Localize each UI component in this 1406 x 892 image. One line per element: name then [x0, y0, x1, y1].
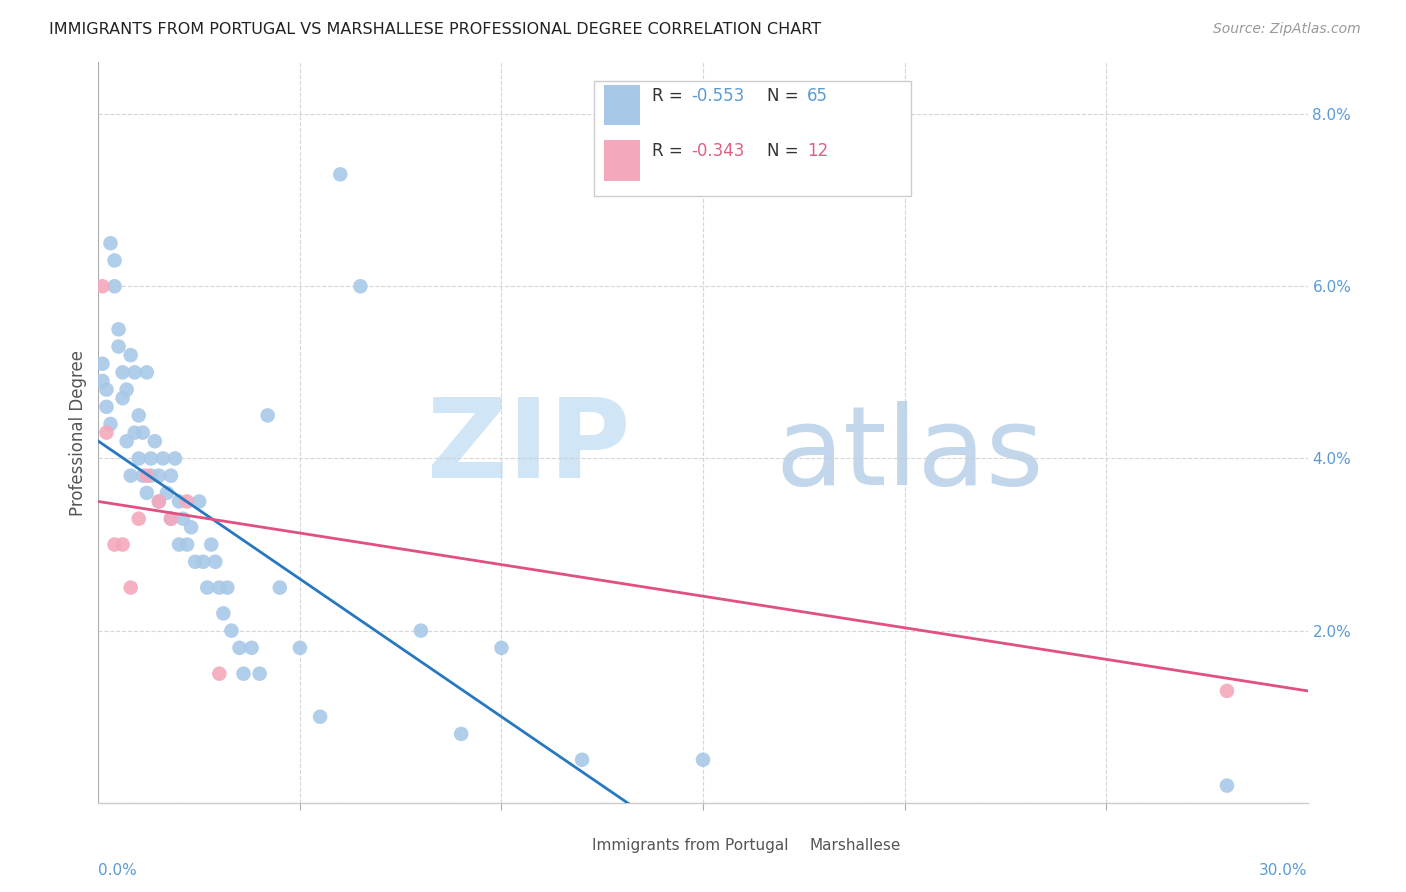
Point	[228, 640, 250, 655]
Point	[148, 494, 170, 508]
Text: 12: 12	[807, 143, 828, 161]
Point	[128, 512, 150, 526]
Point	[115, 434, 138, 449]
Point	[167, 494, 190, 508]
Point	[217, 581, 239, 595]
Point	[491, 640, 513, 655]
Point	[128, 451, 150, 466]
Point	[208, 581, 231, 595]
Point	[96, 425, 118, 440]
Point	[288, 640, 311, 655]
Point	[156, 486, 179, 500]
Point	[249, 666, 271, 681]
Point	[120, 348, 142, 362]
Point	[91, 357, 114, 371]
Point	[124, 365, 146, 379]
Point	[124, 425, 146, 440]
Point	[212, 607, 235, 621]
Point	[329, 167, 352, 181]
Text: -0.553: -0.553	[690, 87, 744, 104]
Point	[176, 494, 198, 508]
Point	[176, 537, 198, 551]
Point	[160, 512, 183, 526]
Point	[135, 365, 157, 379]
Point	[160, 512, 183, 526]
Point	[193, 555, 215, 569]
Point	[160, 468, 183, 483]
Point	[269, 581, 291, 595]
Point	[96, 400, 118, 414]
Point	[167, 537, 190, 551]
Text: 0.0%: 0.0%	[98, 863, 138, 878]
Point	[91, 374, 114, 388]
FancyBboxPatch shape	[603, 140, 640, 181]
Point	[135, 468, 157, 483]
Point	[139, 451, 162, 466]
Point	[135, 486, 157, 500]
Point	[139, 468, 162, 483]
Point	[103, 253, 125, 268]
Point	[195, 581, 218, 595]
Point	[172, 512, 194, 526]
Text: R =: R =	[652, 87, 688, 104]
Point	[256, 409, 278, 423]
Point	[571, 753, 593, 767]
Point	[163, 451, 186, 466]
Point	[96, 383, 118, 397]
Point	[132, 468, 155, 483]
Text: ZIP: ZIP	[427, 394, 630, 501]
Point	[148, 494, 170, 508]
Text: -0.343: -0.343	[690, 143, 744, 161]
Point	[132, 425, 155, 440]
Point	[309, 709, 332, 723]
Text: IMMIGRANTS FROM PORTUGAL VS MARSHALLESE PROFESSIONAL DEGREE CORRELATION CHART: IMMIGRANTS FROM PORTUGAL VS MARSHALLESE …	[49, 22, 821, 37]
Point	[240, 640, 263, 655]
Point	[208, 666, 231, 681]
Point	[692, 753, 714, 767]
Point	[200, 537, 222, 551]
Point	[111, 391, 134, 405]
Text: R =: R =	[652, 143, 688, 161]
Text: Immigrants from Portugal: Immigrants from Portugal	[592, 838, 789, 854]
Text: atlas: atlas	[776, 401, 1045, 508]
Point	[221, 624, 243, 638]
Point	[152, 451, 174, 466]
Point	[103, 279, 125, 293]
Point	[100, 236, 122, 251]
Point	[100, 417, 122, 431]
Point	[107, 322, 129, 336]
Point	[409, 624, 432, 638]
Point	[188, 494, 211, 508]
Text: N =: N =	[768, 143, 804, 161]
Text: 30.0%: 30.0%	[1260, 863, 1308, 878]
Point	[128, 409, 150, 423]
Point	[111, 537, 134, 551]
Point	[143, 434, 166, 449]
Point	[103, 537, 125, 551]
Point	[115, 383, 138, 397]
Point	[450, 727, 472, 741]
Point	[1216, 684, 1239, 698]
Point	[204, 555, 226, 569]
Text: 65: 65	[807, 87, 828, 104]
Text: Marshallese: Marshallese	[810, 838, 901, 854]
FancyBboxPatch shape	[603, 85, 640, 126]
Text: Source: ZipAtlas.com: Source: ZipAtlas.com	[1213, 22, 1361, 37]
Point	[1216, 779, 1239, 793]
FancyBboxPatch shape	[595, 81, 911, 195]
Point	[91, 279, 114, 293]
Point	[180, 520, 202, 534]
Point	[107, 339, 129, 353]
FancyBboxPatch shape	[558, 835, 585, 857]
Point	[232, 666, 254, 681]
Point	[148, 468, 170, 483]
Point	[184, 555, 207, 569]
Y-axis label: Professional Degree: Professional Degree	[69, 350, 87, 516]
Point	[111, 365, 134, 379]
Text: N =: N =	[768, 87, 804, 104]
FancyBboxPatch shape	[776, 835, 803, 857]
Point	[120, 581, 142, 595]
Point	[349, 279, 371, 293]
Point	[120, 468, 142, 483]
